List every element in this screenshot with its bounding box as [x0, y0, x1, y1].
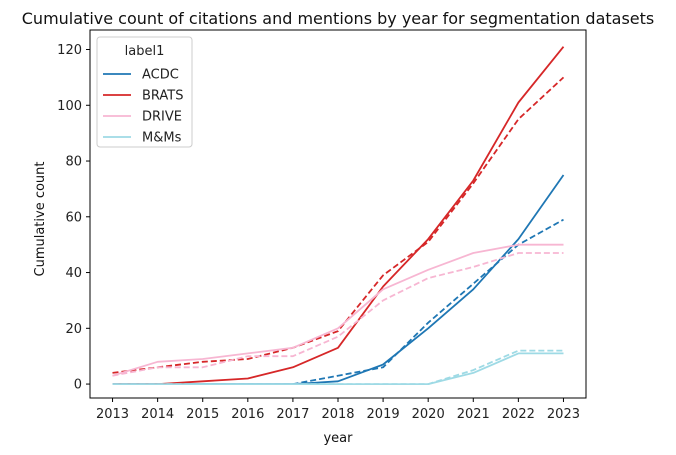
- series-line-m-ms-solid: [112, 352, 564, 386]
- series-line-drive-solid: [112, 243, 564, 377]
- legend-label-acdc: ACDC: [142, 68, 179, 83]
- y-tick-label: 20: [65, 322, 82, 337]
- x-tick-label: 2016: [231, 407, 264, 422]
- series-line-drive-dashed: [112, 252, 564, 377]
- x-tick-label: 2014: [141, 407, 174, 422]
- series-line-brats-solid: [112, 46, 565, 386]
- legend-label-drive: DRIVE: [142, 110, 182, 125]
- legend-title: label1: [125, 44, 165, 59]
- chart-title: Cumulative count of citations and mentio…: [22, 9, 654, 28]
- x-tick-label: 2023: [547, 407, 580, 422]
- y-tick-label: 120: [57, 43, 82, 58]
- plot-lines: [112, 46, 565, 386]
- y-tick-label: 0: [74, 378, 82, 393]
- y-tick-label: 60: [65, 210, 82, 225]
- legend-label-brats: BRATS: [142, 89, 184, 104]
- x-tick-label: 2017: [276, 407, 309, 422]
- x-tick-label: 2013: [96, 407, 129, 422]
- x-axis-label: year: [323, 431, 353, 446]
- legend-label-m-ms: M&Ms: [142, 131, 182, 146]
- y-tick-label: 100: [57, 99, 82, 114]
- series-line-m-ms-dashed: [112, 349, 564, 386]
- legend-items: ACDC BRATS DRIVE M&Ms: [103, 68, 184, 146]
- legend: label1 ACDC BRATS DRIVE M&Ms: [96, 36, 193, 148]
- x-tick-label: 2020: [412, 407, 445, 422]
- x-tick-label: 2021: [457, 407, 490, 422]
- x-tick-label: 2018: [321, 407, 354, 422]
- y-axis: 0 20 40 60 80 100 120: [57, 43, 90, 393]
- y-axis-label: Cumulative count: [33, 161, 48, 276]
- x-tick-label: 2022: [502, 407, 535, 422]
- y-tick-label: 80: [65, 155, 82, 170]
- y-tick-label: 40: [65, 266, 82, 281]
- series-line-brats-dashed: [112, 76, 565, 374]
- x-tick-label: 2019: [367, 407, 400, 422]
- series-line-acdc-solid: [112, 174, 565, 386]
- x-axis: 2013 2014 2015 2016 2017 2018 2019 2020 2021 2022…: [96, 398, 580, 422]
- legend-box: [96, 36, 193, 148]
- x-tick-label: 2015: [186, 407, 219, 422]
